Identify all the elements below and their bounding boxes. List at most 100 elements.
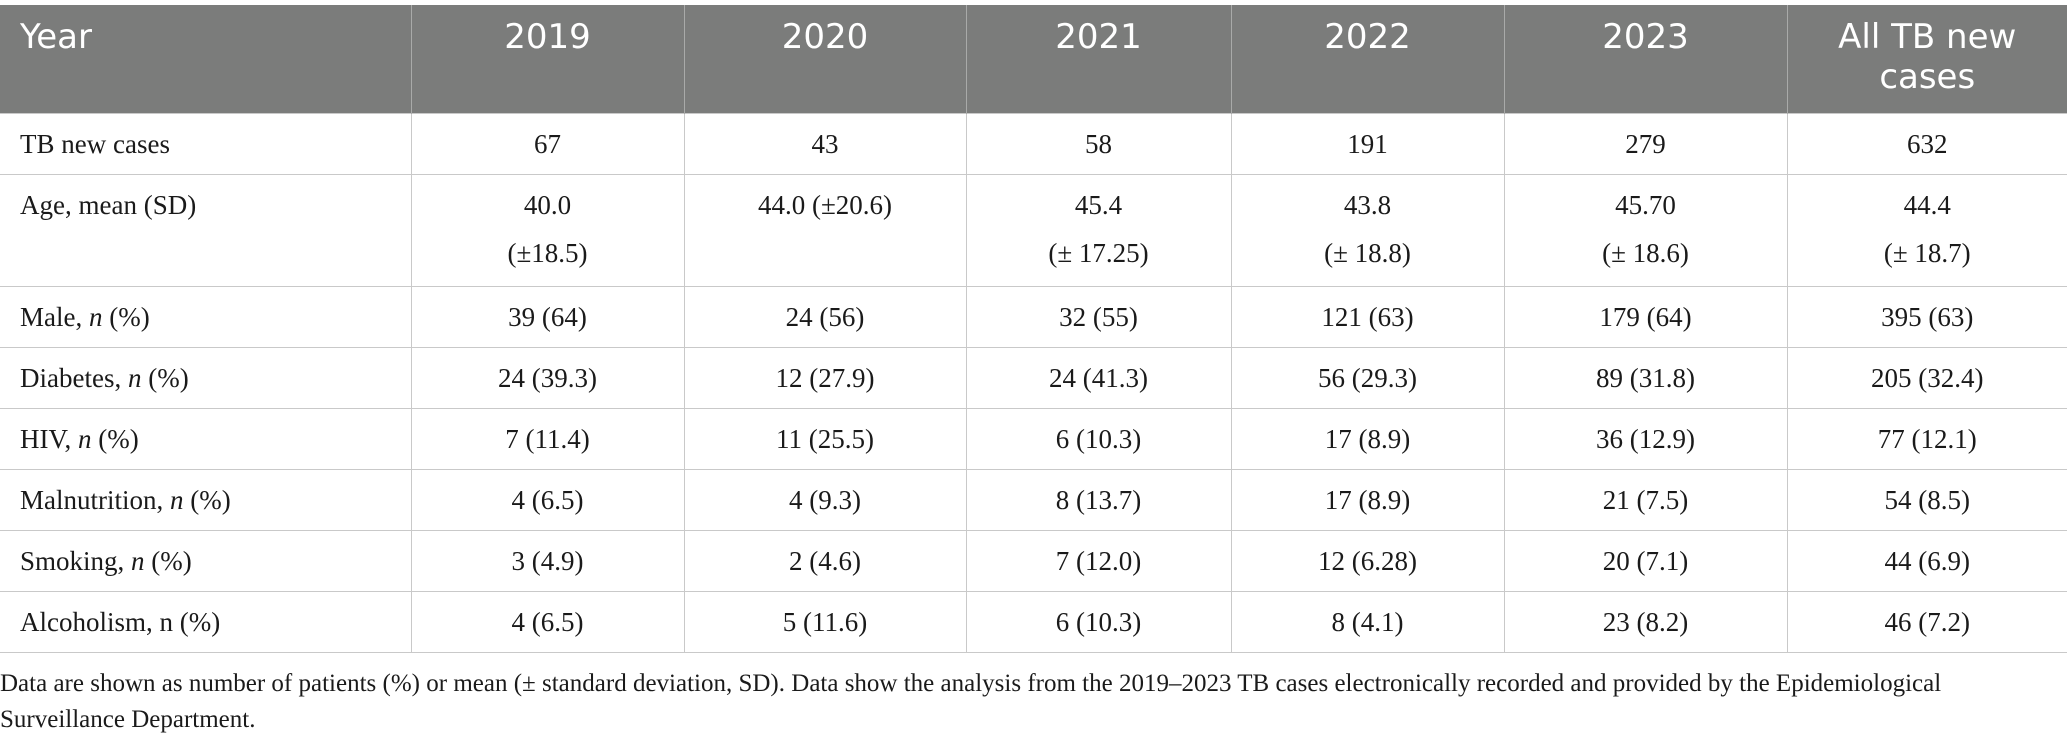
row-label-text: Age, mean (SD) [20, 189, 197, 220]
data-table-container: Year 2019 2020 2021 2022 2023 All TB new… [0, 5, 2067, 653]
table-header: Year 2019 2020 2021 2022 2023 All TB new… [0, 5, 2067, 113]
cell-line: 45.4 [1074, 189, 1123, 220]
table-cell: 2 (4.6) [683, 529, 967, 592]
table-cell: 46 (7.2) [1786, 590, 2067, 653]
table-cell: 39 (64) [410, 285, 685, 348]
cell-line: 12 (27.9) [775, 362, 875, 393]
table-cell: 67 [410, 112, 685, 175]
cell-line: 23 (8.2) [1602, 606, 1689, 637]
cell-line: 17 (8.9) [1324, 423, 1411, 454]
cell-line: 191 [1347, 128, 1388, 159]
cell-line: 205 (32.4) [1871, 362, 1984, 393]
cell-line: 5 (11.6) [782, 606, 868, 637]
row-label-suffix: (%) [102, 301, 150, 332]
row-label-italic: n [88, 301, 103, 332]
cell-line: 77 (12.1) [1877, 423, 1977, 454]
header-2022: 2022 [1230, 5, 1504, 113]
header-2023: 2023 [1503, 5, 1787, 113]
cell-line: (± 18.7) [1883, 237, 1971, 268]
table-cell: 11 (25.5) [683, 407, 967, 470]
row-label-text: Alcoholism, n (%) [20, 606, 221, 637]
cell-line: 56 (29.3) [1318, 362, 1417, 393]
row-label-italic: n [78, 423, 92, 454]
cell-line: 43.8 [1343, 189, 1392, 220]
table-cell: 24 (39.3) [410, 346, 685, 409]
row-label: TB new cases [0, 112, 412, 175]
cell-line: 67 [534, 128, 561, 159]
table-row: Malnutrition, n (%) 4 (6.5) 4 (9.3) 8 (13.7… [0, 468, 2067, 531]
table-cell: 4 (6.5) [410, 590, 685, 653]
cell-line: 17 (8.9) [1324, 484, 1411, 515]
table-cell: 4 (9.3) [683, 468, 967, 531]
cell-line: 4 (9.3) [789, 484, 861, 515]
table-row: HIV, n (%) 7 (11.4) 11 (25.5) 6 (10.3) 17 (8… [0, 407, 2067, 470]
cell-line: 89 (31.8) [1596, 362, 1695, 393]
table-cell: 32 (55) [965, 285, 1232, 348]
table-cell: 279 [1503, 112, 1788, 175]
table-cell: 24 (41.3) [965, 346, 1232, 409]
table-cell: 7 (12.0) [965, 529, 1232, 592]
table-footnote: Data are shown as number of patients (%)… [0, 670, 1942, 733]
cell-line: 44 (6.9) [1884, 545, 1970, 576]
table-cell: 24 (56) [683, 285, 967, 348]
table-cell: 20 (7.1) [1503, 529, 1788, 592]
cell-line: 395 (63) [1881, 301, 1974, 332]
cell-line: 8 (4.1) [1331, 606, 1404, 637]
table-cell: 45.4 (± 17.25) [965, 173, 1232, 287]
header-all-cases: All TB new cases [1786, 5, 2067, 113]
cell-line: 46 (7.2) [1884, 606, 1970, 637]
cell-line: 179 (64) [1599, 301, 1692, 332]
cell-line: (± 17.25) [1048, 237, 1149, 268]
table-cell: 121 (63) [1230, 285, 1505, 348]
row-label-suffix: (%) [141, 362, 189, 393]
cell-line: 54 (8.5) [1884, 484, 1970, 515]
row-label-suffix: (%) [91, 423, 139, 454]
tb-cases-table: Year 2019 2020 2021 2022 2023 All TB new… [0, 5, 2067, 653]
cell-line: 6 (10.3) [1055, 606, 1142, 637]
cell-line: 43 [811, 128, 839, 159]
row-label: Age, mean (SD) [0, 173, 412, 287]
table-cell: 17 (8.9) [1230, 468, 1505, 531]
cell-line: 3 (4.9) [511, 545, 584, 576]
table-cell: 43 [683, 112, 967, 175]
cell-line: (± 18.6) [1602, 237, 1689, 268]
table-cell: 45.70 (± 18.6) [1503, 173, 1788, 287]
cell-line: (±18.5) [507, 237, 588, 268]
table-cell: 17 (8.9) [1230, 407, 1505, 470]
cell-line: 21 (7.5) [1602, 484, 1689, 515]
table-cell: 205 (32.4) [1786, 346, 2067, 409]
table-row: Smoking, n (%) 3 (4.9) 2 (4.6) 7 (12.0) 12 (… [0, 529, 2067, 592]
cell-line: 4 (6.5) [511, 484, 584, 515]
header-2019: 2019 [410, 5, 684, 113]
cell-line: 58 [1085, 128, 1112, 159]
table-cell: 56 (29.3) [1230, 346, 1505, 409]
header-2020: 2020 [683, 5, 966, 113]
row-label-suffix: (%) [144, 545, 192, 576]
cell-line: 6 (10.3) [1055, 423, 1142, 454]
row-label-italic: n [127, 362, 142, 393]
table-body: TB new cases 67 43 58 191 279 632 Age, mean (SD… [0, 112, 2067, 653]
cell-line: 632 [1907, 128, 1948, 159]
header-row: Year 2019 2020 2021 2022 2023 All TB new… [0, 5, 2067, 113]
table-cell: 6 (10.3) [965, 407, 1232, 470]
cell-line: 45.70 [1615, 189, 1676, 220]
cell-line: 44.0 (±20.6) [757, 189, 893, 220]
header-year: Year [0, 5, 411, 113]
cell-line: 40.0 [523, 189, 572, 220]
cell-line: 24 (56) [785, 301, 865, 332]
row-label-text: TB new cases [20, 128, 170, 159]
cell-line: 24 (41.3) [1049, 362, 1148, 393]
table-cell: 12 (27.9) [683, 346, 967, 409]
cell-line: 44.4 [1903, 189, 1951, 220]
cell-line: 7 (12.0) [1055, 545, 1142, 576]
row-label-suffix: (%) [183, 484, 231, 515]
row-label-text: Diabetes, [20, 362, 128, 393]
table-cell: 43.8 (± 18.8) [1230, 173, 1505, 287]
table-cell: 44 (6.9) [1786, 529, 2067, 592]
table-cell: 12 (6.28) [1230, 529, 1505, 592]
table-cell: 58 [965, 112, 1232, 175]
cell-line: 2 (4.6) [789, 545, 861, 576]
cell-line: 4 (6.5) [511, 606, 584, 637]
row-label: Alcoholism, n (%) [0, 590, 412, 653]
table-cell: 5 (11.6) [683, 590, 967, 653]
